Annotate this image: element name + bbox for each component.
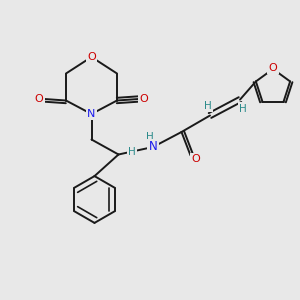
Text: H: H <box>204 101 212 111</box>
Text: O: O <box>140 94 148 104</box>
Text: O: O <box>191 154 200 164</box>
Text: N: N <box>148 140 158 154</box>
Text: H: H <box>239 103 247 114</box>
Text: N: N <box>87 109 96 119</box>
Text: H: H <box>128 147 136 157</box>
Text: O: O <box>34 94 43 104</box>
Text: O: O <box>268 62 278 73</box>
Text: O: O <box>87 52 96 62</box>
Text: H: H <box>146 132 154 142</box>
